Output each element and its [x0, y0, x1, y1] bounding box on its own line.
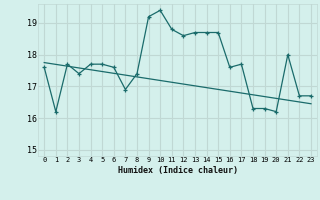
X-axis label: Humidex (Indice chaleur): Humidex (Indice chaleur) — [118, 166, 238, 175]
